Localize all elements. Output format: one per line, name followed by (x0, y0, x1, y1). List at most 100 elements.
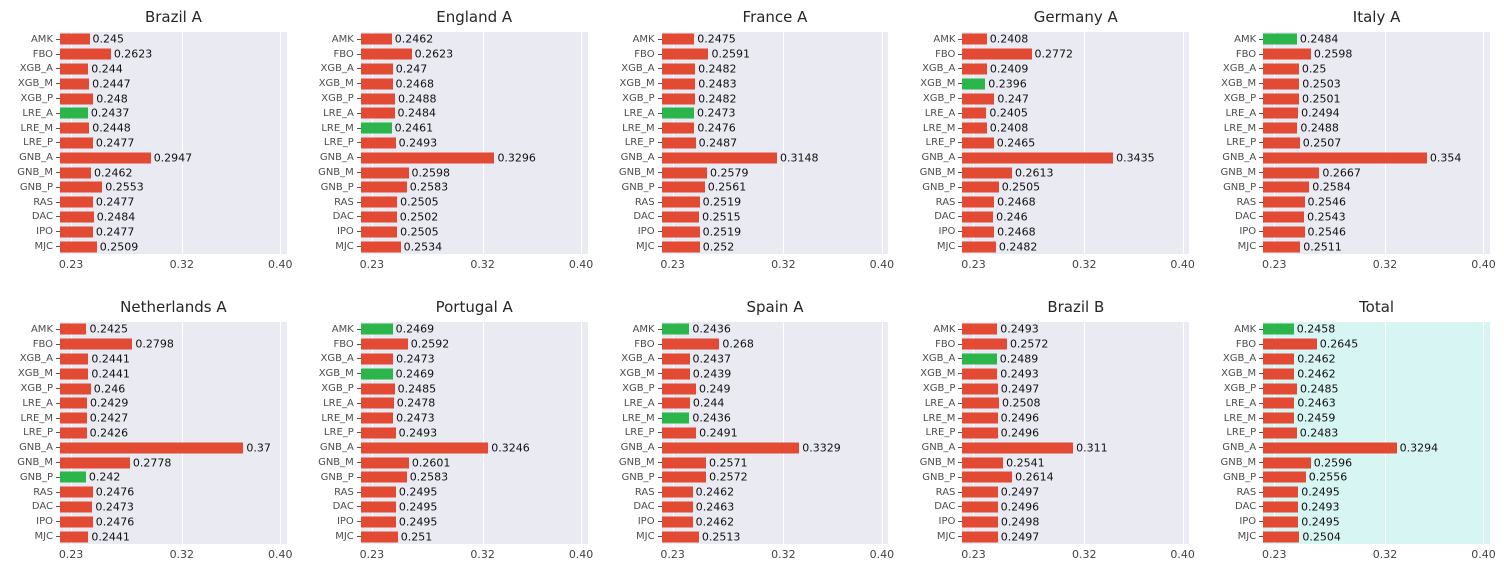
x-tick-label: 0.23 (58, 548, 84, 561)
y-axis-row: GNB_P (2, 470, 60, 485)
y-axis-row: DAC (604, 500, 662, 515)
x-axis: 0.23 0.32 0.40 (1262, 254, 1496, 274)
y-axis-label: LRE_P (1226, 427, 1257, 439)
y-axis-row: IPO (604, 224, 662, 239)
y-axis-row: RAS (904, 485, 963, 500)
y-axis-row: LRE_M (604, 121, 662, 136)
bar-value-label: 0.2437 (692, 352, 732, 366)
bar (1263, 78, 1300, 90)
y-axis-label: RAS (634, 486, 655, 498)
x-tick-label: 0.40 (869, 258, 895, 271)
y-axis-row: FBO (604, 47, 662, 62)
bar (60, 501, 93, 513)
bar (360, 383, 395, 395)
y-axis-label: LRE_P (323, 427, 354, 439)
y-axis-label: DAC (1235, 211, 1257, 223)
y-axis-row: AMK (1205, 32, 1264, 47)
y-axis-label: LRE_A (22, 107, 53, 119)
y-tick-mark (657, 112, 662, 114)
y-tick-mark (958, 231, 963, 233)
bar-value-label: 0.2495 (1301, 515, 1340, 529)
y-axis-row: LRE_P (904, 136, 963, 151)
y-axis-label: GNB_A (921, 442, 956, 454)
y-axis-label: RAS (334, 486, 354, 498)
y-axis-label: LRE_P (323, 137, 354, 149)
bar-value-label: 0.2488 (398, 92, 437, 106)
y-axis-label: LRE_A (623, 107, 655, 119)
bar-value-label: 0.2462 (1297, 367, 1336, 381)
y-tick-mark (356, 506, 361, 508)
y-axis-row: XGB_P (2, 381, 60, 396)
y-axis-row: FBO (2, 47, 60, 62)
bar (661, 181, 705, 193)
bar-value-label: 0.2543 (1307, 210, 1346, 224)
bar (1263, 107, 1299, 119)
bar (360, 427, 396, 439)
x-tick-label: 0.32 (169, 258, 195, 271)
bar-value-label: 0.2496 (1000, 411, 1040, 425)
y-axis-row: FBO (904, 337, 963, 352)
bar (661, 427, 697, 439)
y-tick-mark (1259, 521, 1264, 523)
y-tick-mark (958, 328, 963, 330)
y-axis-label: XGB_A (19, 63, 53, 75)
y-axis-label: RAS (634, 196, 655, 208)
y-tick-mark (56, 231, 60, 233)
bar-value-label: 0.2947 (153, 151, 193, 165)
y-axis-row: XGB_M (1205, 366, 1264, 381)
y-axis-label: FBO (333, 338, 354, 350)
y-tick-mark (958, 373, 963, 375)
y-tick-mark (657, 38, 662, 40)
y-tick-mark (1259, 186, 1264, 188)
chart-title: Brazil B (1047, 298, 1105, 316)
y-tick-mark (356, 53, 361, 55)
y-tick-mark (657, 358, 662, 360)
bar (661, 353, 690, 365)
y-tick-mark (356, 83, 361, 85)
plot-area: 0.2458 0.2645 0.2462 0.2462 0.2485 0.2463 0.24… (1263, 322, 1490, 544)
y-tick-mark (1259, 83, 1264, 85)
y-axis-label: XGB_A (922, 353, 956, 365)
bar (962, 122, 987, 134)
bar-value-label: 0.2462 (695, 485, 735, 499)
chart-panel-netherlands-a: Netherlands A AMK FBO XGB_A XGB_M XGB_P LRE_A L… (0, 290, 301, 580)
bar (1263, 471, 1306, 483)
bar-value-label: 0.2469 (395, 322, 435, 336)
y-axis-row: MJC (604, 529, 662, 544)
y-tick-mark (56, 53, 60, 55)
y-tick-mark (1259, 216, 1264, 218)
x-axis: 0.23 0.32 0.40 (660, 254, 894, 274)
bar (360, 137, 396, 149)
bar (1263, 397, 1295, 409)
y-axis-label: LRE_A (1225, 107, 1257, 119)
y-axis-label: RAS (33, 196, 53, 208)
bar (360, 442, 489, 454)
bar-value-label: 0.2493 (398, 426, 438, 440)
y-tick-mark (356, 142, 361, 144)
bar-value-label: 0.2598 (1313, 47, 1353, 61)
y-tick-mark (657, 491, 662, 493)
bar (1263, 531, 1300, 543)
bar (360, 78, 393, 90)
y-axis-label: GNB_A (19, 152, 53, 164)
y-tick-mark (958, 216, 963, 218)
y-axis-label: XGB_A (621, 353, 655, 365)
y-axis-row: LRE_P (303, 426, 361, 441)
bar (60, 196, 93, 208)
bar-value-label: 0.2425 (89, 322, 128, 336)
x-tick-label: 0.32 (470, 258, 495, 271)
bar (1263, 152, 1427, 164)
y-axis-label: LRE_M (922, 122, 956, 134)
y-tick-mark (56, 142, 60, 144)
y-axis-label: MJC (1237, 241, 1257, 253)
bar-value-label: 0.2561 (707, 180, 747, 194)
y-tick-mark (356, 343, 361, 345)
gridline (1385, 322, 1386, 544)
x-tick-label: 0.32 (1372, 258, 1398, 271)
bar (60, 241, 97, 253)
y-tick-mark (1259, 476, 1264, 478)
y-axis-label: FBO (634, 338, 655, 350)
y-axis-row: XGB_P (904, 381, 963, 396)
y-tick-mark (56, 186, 60, 188)
y-tick-mark (958, 491, 963, 493)
